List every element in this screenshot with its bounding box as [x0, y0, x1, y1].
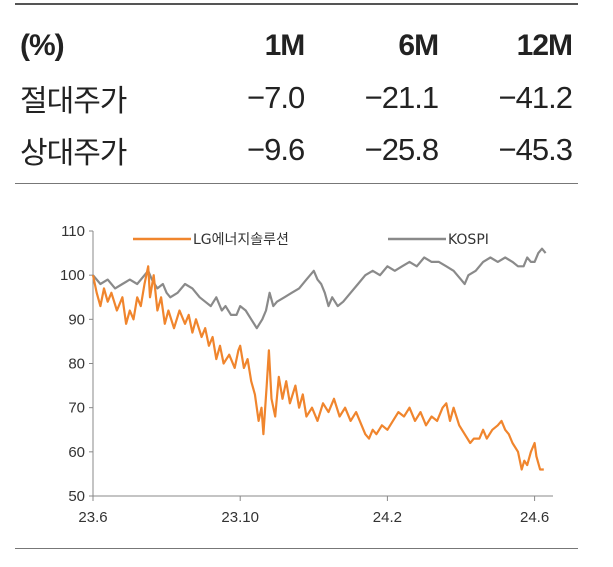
series-line-lg-energy	[91, 265, 544, 471]
middle-rule	[15, 183, 578, 184]
cell-relative-6m: −25.8	[364, 132, 439, 167]
table-row: 상대주가 −9.6 −25.8 −45.3	[20, 124, 573, 176]
header-12m: 12M	[516, 29, 573, 62]
y-tick-label: 50	[68, 488, 85, 505]
cell-relative-1m: −9.6	[247, 132, 305, 167]
table-row: 절대주가 −7.0 −21.1 −41.2	[20, 72, 573, 124]
cell-absolute-12m: −41.2	[498, 80, 573, 115]
y-tick-label: 90	[68, 311, 85, 328]
y-tick-label: 100	[60, 267, 85, 284]
cell-relative-12m: −45.3	[498, 132, 573, 167]
series-line-kospi	[92, 247, 547, 330]
price-chart: 110 100 90 80 70 60 50 23.6 23.10 24.2 24.6 LG에너지솔…	[60, 223, 553, 526]
x-tick-label: 23.10	[221, 509, 259, 526]
legend-label: KOSPI	[448, 232, 489, 248]
x-tick-label: 23.6	[78, 509, 107, 526]
header-unit: (%)	[20, 29, 65, 62]
chart-axes: 110 100 90 80 70 60 50 23.6 23.10 24.2 24.6	[60, 223, 553, 526]
cell-absolute-6m: −21.1	[364, 80, 439, 115]
chart-legend: LG에너지솔루션 KOSPI	[133, 232, 489, 248]
cell-absolute-1m: −7.0	[247, 80, 305, 115]
y-tick-label: 110	[61, 223, 85, 240]
y-tick-label: 70	[68, 400, 85, 417]
x-tick-label: 24.6	[520, 509, 549, 526]
y-tick-label: 60	[68, 444, 85, 461]
x-tick-label: 24.2	[373, 509, 402, 526]
bottom-rule	[15, 548, 578, 549]
row-label-absolute: 절대주가	[20, 84, 127, 119]
performance-table: (%) 1M 6M 12M 절대주가 −7.0 −21.1 −41.2 상대주가…	[20, 20, 573, 176]
header-1m: 1M	[264, 29, 306, 62]
legend-label: LG에너지솔루션	[193, 232, 289, 248]
table-header-row: (%) 1M 6M 12M	[20, 20, 573, 72]
chart-series	[91, 247, 547, 471]
header-6m: 6M	[398, 29, 439, 62]
row-label-relative: 상대주가	[20, 136, 127, 171]
y-tick-label: 80	[68, 356, 85, 373]
top-rule	[15, 3, 578, 5]
